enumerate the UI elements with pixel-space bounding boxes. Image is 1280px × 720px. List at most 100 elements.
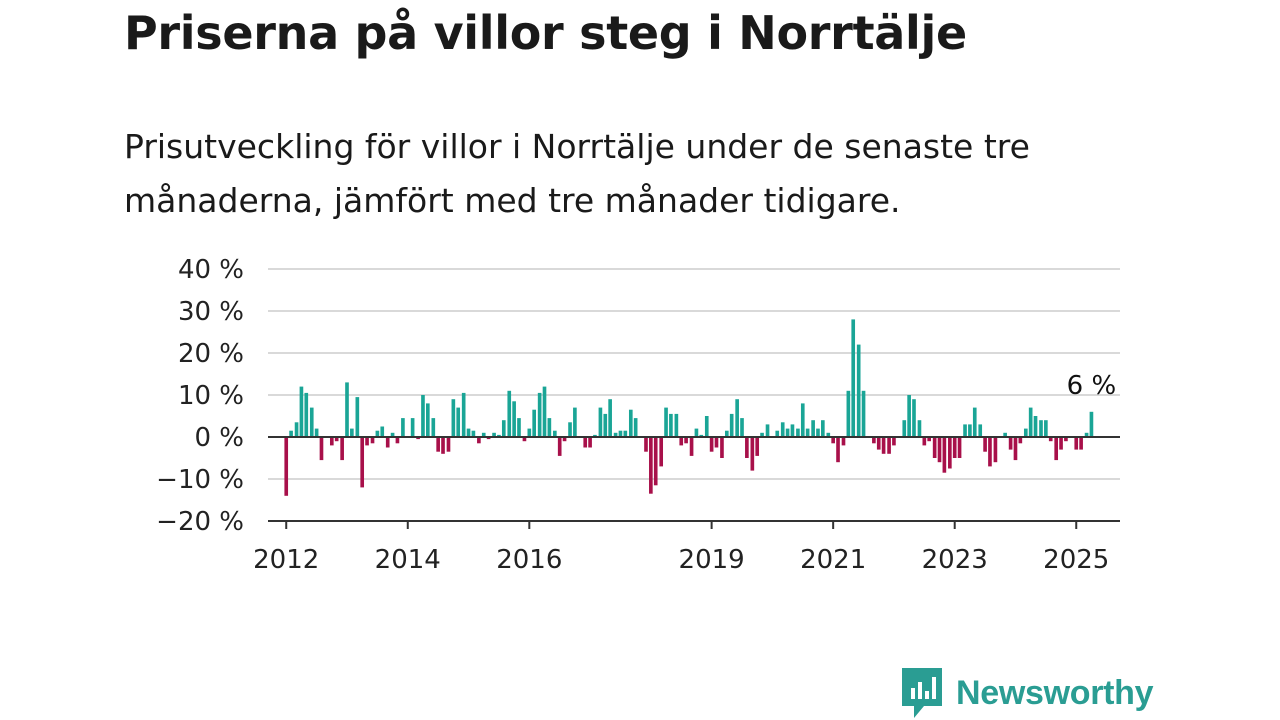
bar <box>522 437 527 442</box>
bar <box>644 437 648 452</box>
bar <box>395 437 400 444</box>
bar <box>370 437 375 444</box>
bar <box>674 413 679 437</box>
bar <box>355 397 360 437</box>
bar <box>846 390 851 437</box>
bar <box>861 390 866 437</box>
bar <box>512 401 516 437</box>
bar <box>892 437 896 446</box>
bar <box>805 428 810 437</box>
bar <box>922 437 927 446</box>
bar <box>517 418 521 437</box>
bar <box>765 424 770 437</box>
bar <box>542 386 547 437</box>
bar <box>1033 416 1038 437</box>
bar <box>557 437 562 456</box>
bar <box>284 437 289 496</box>
bar <box>345 382 349 437</box>
bar <box>527 428 532 437</box>
bar <box>750 437 755 471</box>
bar <box>553 430 557 437</box>
bar <box>932 437 937 458</box>
bar <box>902 420 907 437</box>
x-tick-label: 2021 <box>800 545 866 575</box>
bar <box>735 399 739 437</box>
bar <box>532 409 536 437</box>
bar <box>1003 432 1007 437</box>
bar <box>917 420 922 437</box>
bar <box>699 434 704 437</box>
bar <box>1079 437 1083 450</box>
bar <box>304 392 309 437</box>
bar <box>669 413 673 437</box>
y-tick-label: 30 % <box>178 297 244 327</box>
bar <box>426 403 430 437</box>
bar <box>816 428 820 437</box>
newsworthy-logo-icon <box>902 668 942 718</box>
bar <box>497 434 501 437</box>
bar <box>720 437 724 458</box>
bar <box>851 319 856 437</box>
bar <box>441 437 445 454</box>
bar <box>775 430 780 437</box>
bar <box>927 437 932 442</box>
x-tick-label: 2016 <box>496 545 562 575</box>
y-tick-label: 40 % <box>178 255 244 285</box>
bar <box>501 420 506 437</box>
bar <box>340 437 344 461</box>
bar <box>740 418 744 437</box>
bar <box>714 437 719 448</box>
bar <box>968 424 972 437</box>
bar <box>436 437 440 452</box>
bar <box>704 416 709 437</box>
bar <box>679 437 684 446</box>
bar <box>294 422 299 437</box>
bar <box>876 437 881 450</box>
bar <box>1039 420 1043 437</box>
bar <box>1044 420 1048 437</box>
bar <box>588 437 592 448</box>
bar <box>785 428 790 437</box>
x-tick-label: 2025 <box>1043 545 1109 575</box>
bar <box>709 437 714 452</box>
bar <box>780 422 785 437</box>
bar <box>724 430 729 437</box>
bar <box>410 418 415 437</box>
bar <box>385 437 390 448</box>
bar <box>942 437 947 473</box>
bar <box>633 418 638 437</box>
bar <box>887 437 891 454</box>
bar <box>446 437 451 452</box>
bar <box>907 395 911 437</box>
bar <box>1018 437 1023 444</box>
bar <box>826 432 831 437</box>
bar <box>492 432 496 437</box>
bar <box>314 428 319 437</box>
bar <box>649 437 653 494</box>
bar <box>821 420 825 437</box>
bar <box>689 437 694 456</box>
bar <box>481 432 486 437</box>
bar <box>461 392 466 437</box>
x-tick-label: 2012 <box>253 545 319 575</box>
chart-subtitle: Prisutveckling för villor i Norrtälje un… <box>124 127 1030 220</box>
value-annotation: 6 % <box>1067 371 1117 401</box>
bar <box>952 437 957 458</box>
newsworthy-brand: Newsworthy <box>902 668 1154 718</box>
bar <box>978 424 983 437</box>
bar <box>623 430 628 437</box>
bar <box>760 432 764 437</box>
bar <box>684 437 688 444</box>
bar <box>608 399 612 437</box>
bar <box>562 437 567 442</box>
bar <box>841 437 846 446</box>
bar <box>401 418 405 437</box>
bar <box>653 437 658 486</box>
bar <box>811 420 815 437</box>
bar <box>537 392 542 437</box>
bar <box>937 437 942 463</box>
bar <box>309 407 314 437</box>
bar <box>963 424 967 437</box>
bar <box>1048 437 1053 442</box>
bar <box>988 437 992 467</box>
